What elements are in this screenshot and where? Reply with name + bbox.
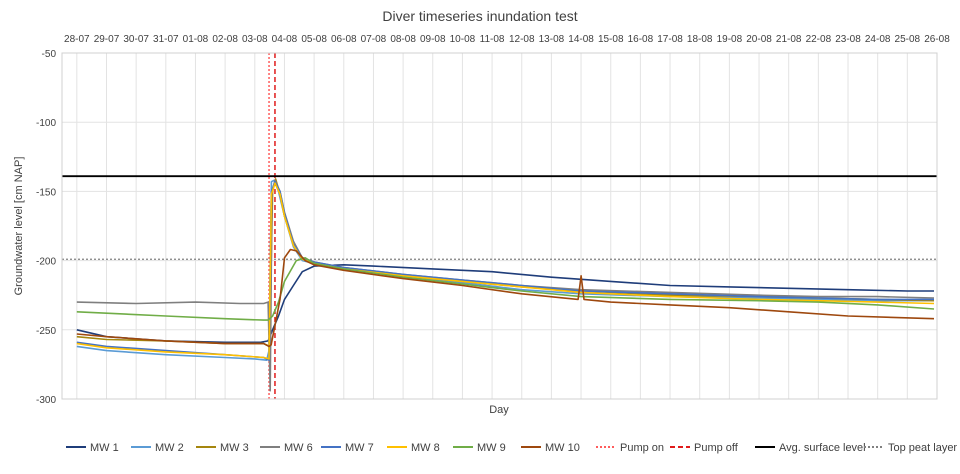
x-tick-label: 22-08 [806,34,832,45]
x-tick-label: 16-08 [628,34,654,45]
x-tick-label: 21-08 [776,34,802,45]
y-tick-label: -50 [42,49,57,60]
y-tick-label: -250 [36,326,56,337]
legend-label-mw-10: MW 10 [545,442,580,454]
y-tick-label: -300 [36,395,56,406]
y-tick-label: -100 [36,118,56,129]
legend-label-mw-6: MW 6 [284,442,313,454]
reference-lines [62,53,937,399]
x-tick-label: 30-07 [123,34,149,45]
x-tick-label: 23-08 [835,34,861,45]
y-tick-labels: -50 -100 -150 -200 -250 -300 [36,49,56,406]
legend-label-avg-surface-level: Avg. surface level [779,442,866,454]
x-tick-label: 28-07 [64,34,90,45]
x-tick-label: 02-08 [212,34,238,45]
x-tick-label: 29-07 [94,34,120,45]
x-tick-labels: 28-07 29-07 30-07 31-07 01-08 02-08 03-08 04-08… [64,34,950,45]
x-tick-label: 25-08 [895,34,921,45]
series-lines [76,178,935,392]
x-tick-label: 09-08 [420,34,446,45]
gridlines [62,52,938,400]
legend-label-top-peat-layer: Top peat layer [888,442,957,454]
y-tick-label: -200 [36,257,56,268]
legend-label-mw-9: MW 9 [477,442,506,454]
x-tick-label: 01-08 [183,34,209,45]
x-tick-label: 08-08 [390,34,416,45]
x-tick-label: 15-08 [598,34,624,45]
x-tick-label: 11-08 [480,34,505,45]
series-line-mw-9 [76,257,935,321]
x-tick-label: 26-08 [924,34,950,45]
x-tick-label: 10-08 [450,34,476,45]
x-tick-label: 19-08 [717,34,743,45]
legend-label-pump-off: Pump off [694,442,739,454]
chart-title: Diver timeseries inundation test [382,8,577,24]
legend-label-mw-7: MW 7 [345,442,374,454]
x-tick-label: 17-08 [657,34,683,45]
x-tick-label: 14-08 [568,34,594,45]
x-tick-label: 13-08 [539,34,565,45]
series-line-mw-1 [76,264,934,344]
series-line-mw-7 [76,180,934,361]
y-tick-label: -150 [36,187,56,198]
x-tick-label: 12-08 [509,34,535,45]
x-tick-label: 03-08 [242,34,268,45]
x-axis-label: Day [489,404,509,416]
series-line-mw-2 [76,179,934,361]
legend: MW 1 MW 2 MW 3 MW 6 MW 7 MW 8 MW 9 MW 10 Pump on… [66,442,957,454]
legend-label-mw-8: MW 8 [411,442,440,454]
x-tick-label: 06-08 [331,34,357,45]
x-tick-label: 20-08 [746,34,772,45]
x-tick-label: 04-08 [272,34,298,45]
series-line-mw-8 [76,182,935,360]
legend-label-mw-2: MW 2 [155,442,184,454]
y-axis-label: Groundwater level [cm NAP] [13,157,25,296]
series-line-mw-10 [76,248,935,348]
x-tick-label: 24-08 [865,34,891,45]
plot-border [61,52,938,400]
x-tick-label: 18-08 [687,34,713,45]
x-tick-label: 31-07 [153,34,179,45]
x-tick-label: 07-08 [361,34,387,45]
legend-label-mw-3: MW 3 [220,442,249,454]
series-line-mw-3 [76,178,935,348]
legend-label-pump-on: Pump on [620,442,664,454]
legend-label-mw-1: MW 1 [90,442,119,454]
x-tick-label: 05-08 [301,34,327,45]
